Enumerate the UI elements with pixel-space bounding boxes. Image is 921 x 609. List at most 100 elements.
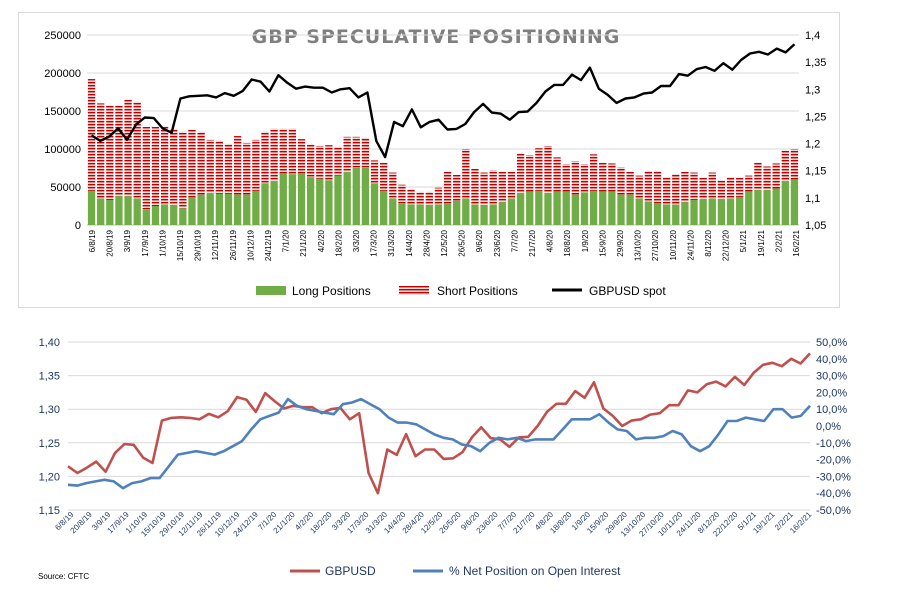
bar-short <box>179 131 187 209</box>
bar-long <box>781 180 789 225</box>
bar-short <box>215 140 224 194</box>
bar-short <box>754 162 762 191</box>
y-tick-label: 1,35 <box>39 371 60 383</box>
bar-short <box>708 172 716 199</box>
bar-short <box>717 180 726 200</box>
bar-long <box>562 191 570 225</box>
bar-short <box>662 177 671 205</box>
legend-label-long: Long Positions <box>292 284 371 298</box>
x-tick-label: 16/2/21 <box>792 229 801 256</box>
bar-long <box>736 196 744 225</box>
bar-long <box>352 168 360 225</box>
bar-short <box>772 163 780 189</box>
y-tick-label: 150000 <box>44 106 81 118</box>
bar-long <box>215 193 224 225</box>
x-tick-label: 22/12/20 <box>722 229 731 261</box>
positioning-chart-panel: GBP SPECULATIVE POSITIONING 0 50000 100000… <box>18 12 840 308</box>
x-tick-label: 12/5/20 <box>440 229 449 256</box>
x-tick-label: 6/8/19 <box>88 229 97 252</box>
x-tick-label: 21/7/20 <box>528 229 537 256</box>
x-tick-label: 4/8/20 <box>546 229 555 252</box>
x-tick-label: 24/12/19 <box>264 229 273 261</box>
bar-long <box>635 198 643 225</box>
bar-short <box>389 172 397 199</box>
chart-title: GBP SPECULATIVE POSITIONING <box>252 26 621 48</box>
bar-short <box>644 171 653 202</box>
bar-short <box>635 175 643 199</box>
bar-long <box>553 191 561 225</box>
bar-short <box>434 187 443 205</box>
x-tick-label: 19/1/21 <box>757 229 766 256</box>
y-tick-label: 0,0% <box>816 421 841 433</box>
bar-long <box>206 193 214 225</box>
x-tick-label: 7/1/20 <box>282 229 291 252</box>
bar-long <box>398 203 406 225</box>
bar-long <box>507 198 516 225</box>
y-tick-label: 50000 <box>50 182 81 194</box>
y-tick-label: 1,30 <box>39 404 60 416</box>
x-tick-label: 15/10/19 <box>176 229 185 261</box>
grid <box>68 341 810 511</box>
legend-label-net: % Net Position on Open Interest <box>449 564 621 578</box>
bar-long <box>699 199 707 225</box>
bar-long <box>480 205 488 225</box>
bar-long <box>343 171 351 225</box>
bar-long <box>416 204 424 225</box>
net-position-chart: 1,15 1,20 1,25 1,30 1,35 1,40 -50,0% -40,0% -30… <box>38 337 851 581</box>
bar-short <box>453 174 461 201</box>
y-tick-label: -50,0% <box>816 505 851 517</box>
bar-short <box>626 171 634 195</box>
bar-short <box>97 103 105 199</box>
net-position-chart-panel: 1,15 1,20 1,25 1,30 1,35 1,40 -50,0% -40,0% -30… <box>18 325 902 593</box>
bar-long <box>653 202 662 225</box>
bar-long <box>462 198 470 225</box>
bar-short <box>398 184 406 204</box>
bar-short <box>334 146 342 176</box>
bar-long <box>662 204 671 225</box>
x-tick-label: 31/3/20 <box>387 229 396 256</box>
x-tick-label: 23/6/20 <box>493 229 502 256</box>
spot-series-line <box>90 43 796 159</box>
x-tick-label: 26/11/19 <box>229 229 238 260</box>
bar-long <box>717 199 726 225</box>
bar-short <box>316 145 324 179</box>
bar-long <box>160 204 169 225</box>
bar-short <box>170 129 178 206</box>
bar-long <box>608 191 616 225</box>
bar-long <box>672 204 680 225</box>
bar-long <box>726 198 735 225</box>
bar-short <box>617 167 625 195</box>
legend-swatch-short <box>399 286 429 295</box>
bar-long <box>745 191 753 225</box>
bar-long <box>516 193 525 225</box>
bar-short <box>599 162 607 192</box>
bar-long <box>243 194 251 225</box>
x-tick-label: 17/3/20 <box>370 229 379 256</box>
bar-short <box>325 145 333 181</box>
bar-long <box>453 200 461 225</box>
bar-long <box>252 190 260 225</box>
bar-long <box>279 173 287 225</box>
bar-short <box>416 191 424 205</box>
x-tick-label: 7/7/20 <box>510 229 519 252</box>
y-tick-label: 1,15 <box>805 166 826 178</box>
bar-long <box>790 179 799 225</box>
bar-short <box>672 174 680 205</box>
x-tick-label: 29/9/20 <box>616 229 625 256</box>
y-tick-label: -10,0% <box>816 438 851 450</box>
bar-short <box>471 168 479 205</box>
bar-short <box>653 171 662 203</box>
y-tick-label: 40,0% <box>816 354 847 366</box>
x-tick-label: 26/5/20 <box>458 229 467 256</box>
bar-short <box>489 170 497 205</box>
bar-short <box>443 171 452 204</box>
y-tick-label: 10,0% <box>816 404 847 416</box>
bar-short <box>562 164 570 192</box>
bar-long <box>87 190 96 225</box>
bar-long <box>754 190 762 225</box>
x-tick-label: 15/9/20 <box>598 229 607 256</box>
y-tick-label: 1,25 <box>805 111 826 123</box>
bar-long <box>434 204 443 225</box>
bar-short <box>106 105 114 200</box>
x-tick-label: 3/9/19 <box>123 229 132 252</box>
